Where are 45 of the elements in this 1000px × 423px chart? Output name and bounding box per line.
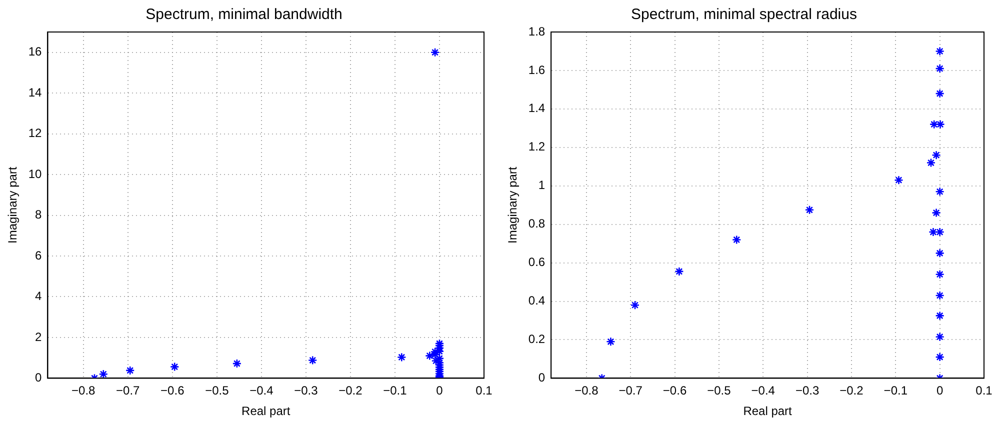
- x-tick-label: −0.5: [707, 384, 732, 398]
- y-axis-title: Imaginary part: [506, 166, 520, 244]
- x-tick-label: −0.7: [618, 384, 643, 398]
- y-tick-label: 0.2: [528, 332, 546, 346]
- y-tick-label: 10: [28, 166, 42, 181]
- x-tick-label: −0.4: [250, 384, 274, 398]
- y-tick-label: 0.6: [528, 255, 546, 270]
- x-tick-label: 0: [436, 384, 444, 398]
- x-tick-label: −0.3: [294, 384, 318, 398]
- y-tick-label: 1.2: [528, 140, 546, 154]
- x-tick-label: −0.1: [383, 384, 408, 398]
- x-tick-label: −0.5: [205, 384, 230, 398]
- y-tick-label: 6: [35, 248, 42, 262]
- y-tick-label: 0: [35, 370, 42, 385]
- x-axis-title: Real part: [743, 404, 793, 418]
- x-tick-label: 0.1: [976, 384, 993, 398]
- y-tick-label: 1.4: [528, 101, 546, 116]
- x-tick-label: −0.8: [72, 384, 96, 398]
- y-axis-title: Imaginary part: [6, 166, 20, 244]
- y-tick-label: 4: [35, 289, 42, 304]
- x-axis-title: Real part: [242, 404, 291, 418]
- y-tick-label: 2: [35, 330, 42, 344]
- x-tick-label: −0.6: [160, 384, 185, 398]
- y-tick-label: 0.8: [528, 216, 546, 231]
- y-tick-label: 12: [28, 126, 42, 140]
- x-tick-label: 0.1: [476, 384, 493, 398]
- chart-title: Spectrum, minimal bandwidth: [146, 6, 342, 24]
- x-tick-label: −0.4: [751, 384, 776, 398]
- x-tick-label: −0.6: [662, 384, 687, 398]
- y-tick-label: 1.8: [528, 24, 546, 38]
- y-tick-label: 0: [538, 370, 546, 385]
- x-tick-label: −0.3: [795, 384, 820, 398]
- y-tick-label: 8: [35, 208, 42, 222]
- x-tick-label: 0: [936, 384, 944, 398]
- x-tick-label: −0.7: [116, 384, 140, 398]
- y-tick-label: 1: [538, 178, 546, 192]
- y-tick-label: 1.6: [528, 62, 546, 77]
- y-tick-label: 16: [28, 44, 42, 59]
- x-tick-label: −0.1: [884, 384, 908, 398]
- x-tick-label: −0.8: [574, 384, 599, 398]
- chart-title: Spectrum, minimal spectral radius: [631, 6, 857, 24]
- x-tick-label: −0.2: [840, 384, 864, 398]
- y-tick-label: 0.4: [528, 294, 546, 308]
- x-tick-label: −0.2: [338, 384, 363, 398]
- y-tick-label: 14: [28, 85, 42, 100]
